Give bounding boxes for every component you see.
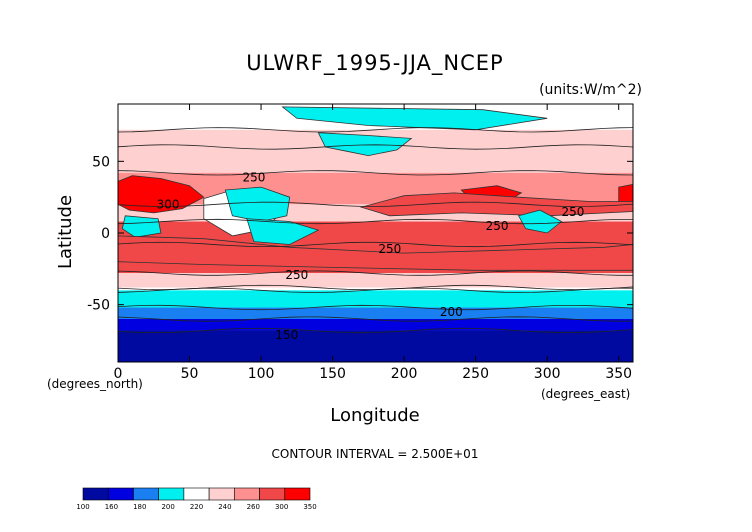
contour-label-5: 250 — [285, 268, 308, 282]
region-sahara-hot — [117, 175, 205, 214]
contour-line-11 — [117, 316, 634, 322]
region-west-africa-cyan — [121, 215, 162, 238]
contour-line-3 — [117, 170, 634, 176]
colorbar-label-8: 350 — [303, 503, 316, 511]
colorbar-label-3: 200 — [161, 503, 174, 511]
x-tick-label-7: 350 — [605, 366, 632, 382]
x-axis: 0 50 100 150 200 250 300 350 — [114, 104, 632, 382]
y-tick-label-0: -50 — [87, 298, 110, 314]
chart-title: ULWRF_1995-JJA_NCEP — [246, 51, 503, 76]
colorbar-swatch-2 — [133, 487, 159, 501]
contour-label-2: 250 — [561, 205, 584, 219]
contour-line-1 — [117, 127, 634, 133]
region-tibet-cyan — [224, 186, 291, 222]
y-axis-title: Latitude — [55, 195, 76, 269]
x-tick-label-0: 0 — [114, 366, 123, 382]
contour-line-12 — [117, 327, 634, 334]
colorbar-swatch-7 — [259, 487, 286, 501]
y-tick-label-1: 0 — [101, 226, 110, 242]
contour-label-3: 250 — [486, 219, 509, 233]
region-amazon-cyan — [518, 209, 563, 234]
contour-label-0: 250 — [242, 170, 265, 184]
y-tick-label-2: 50 — [92, 154, 110, 170]
colorbar-swatch-3 — [158, 487, 185, 501]
x-unit-label: (degrees_east) — [541, 387, 630, 401]
colorbar-swatch-5 — [208, 487, 235, 501]
colorbar-label-1: 160 — [105, 503, 118, 511]
colorbar-label-6: 260 — [247, 503, 260, 511]
colorbar-label-2: 180 — [133, 503, 146, 511]
colorbar-label-7: 300 — [275, 503, 288, 511]
colorbar-label-4: 220 — [190, 503, 203, 511]
contour-labels: 250 300 250 250 250 250 200 150 — [157, 170, 585, 342]
x-tick-label-5: 250 — [462, 366, 489, 382]
y-axis: -50 0 50 — [87, 154, 633, 314]
contour-label-4: 250 — [378, 242, 401, 256]
lat-band-11 — [118, 319, 633, 331]
lat-band-7 — [118, 273, 633, 288]
x-tick-label-6: 300 — [534, 366, 561, 382]
x-tick-label-4: 200 — [391, 366, 418, 382]
contour-label-1: 300 — [157, 198, 180, 212]
lat-band-9 — [118, 290, 633, 308]
colorbar-label-5: 240 — [218, 503, 231, 511]
x-axis-title: Longitude — [330, 405, 420, 426]
x-tick-label-1: 50 — [181, 366, 199, 382]
y-unit-label: (degrees_north) — [47, 377, 143, 391]
colorbar-swatch-6 — [234, 487, 260, 501]
contour-line-5 — [117, 218, 633, 225]
x-tick-label-2: 100 — [248, 366, 275, 382]
contour-label-6: 200 — [440, 305, 463, 319]
contour-line-10 — [117, 304, 634, 311]
colorbar: 100 160 180 200 220 240 260 300 350 — [76, 487, 317, 511]
colorbar-swatch-1 — [107, 487, 134, 501]
lat-band-10 — [118, 307, 633, 319]
colorbar-swatch-0 — [82, 487, 109, 501]
colorbar-swatch-4 — [183, 487, 210, 501]
contour-line-7 — [117, 270, 633, 276]
contour-line-6 — [117, 241, 634, 248]
lat-band-12 — [118, 330, 633, 362]
contour-line-9 — [117, 287, 633, 293]
region-indonesia-cyan — [246, 218, 320, 245]
contour-line-4 — [117, 201, 634, 207]
units-label: (units:W/m^2) — [539, 82, 642, 98]
contour-label-7: 150 — [275, 328, 298, 342]
plot-area — [117, 103, 634, 363]
contour-line-2 — [117, 144, 634, 150]
lat-band-8 — [118, 287, 633, 291]
colorbar-swatch-8 — [284, 487, 311, 501]
contour-interval-note: CONTOUR INTERVAL = 2.500E+01 — [272, 447, 479, 461]
colorbar-label-0: 100 — [76, 503, 89, 511]
x-tick-label-3: 150 — [319, 366, 346, 382]
region-north-pacific-cool — [317, 132, 413, 157]
